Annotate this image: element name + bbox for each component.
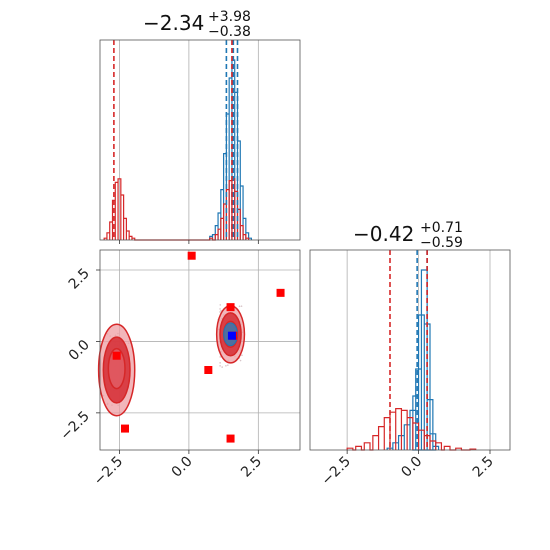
scatter-red-marker <box>226 303 235 312</box>
title-parameter-2: −0.42 +0.71 −0.59 <box>353 220 463 251</box>
contour-inner <box>107 347 126 390</box>
title-1-value: −2.34 <box>143 11 204 35</box>
scatter-red-marker <box>121 424 129 433</box>
histogram-parameter-2: −2.5 0.0 2.5 <box>309 249 511 489</box>
scatter-xtick-label: −2.5 <box>91 454 126 489</box>
scatter-sample-point <box>240 305 243 307</box>
scatter-ytick-label: −2.5 <box>57 408 92 443</box>
histogram-1-frame <box>99 39 301 241</box>
hist1-series-blue <box>209 59 252 240</box>
title-parameter-1: −2.34 +3.98 −0.38 <box>143 9 251 40</box>
scatter-sample-point <box>219 365 221 367</box>
scatter-frame <box>99 249 301 451</box>
scatter-ytick-label: 0.0 <box>66 337 93 364</box>
scatter-sample-point <box>225 364 227 367</box>
scatter-sample-point <box>239 359 242 362</box>
scatter-blue-marker <box>227 331 236 340</box>
scatter-xtick-label: 0.0 <box>169 454 196 481</box>
histogram-2-frame <box>309 249 511 451</box>
scatter-sample-point <box>227 364 229 366</box>
scatter-sample-point <box>219 308 221 310</box>
title-1-lower: −0.38 <box>208 24 251 40</box>
scatter-red-marker <box>187 251 196 260</box>
histogram-parameter-1 <box>99 39 301 244</box>
scatter-sample-point <box>241 354 243 357</box>
title-2-value: −0.42 <box>353 222 414 246</box>
scatter-sample-point <box>219 356 221 358</box>
scatter-red-marker <box>226 434 235 443</box>
scatter-red-marker <box>204 366 213 374</box>
scatter-red-marker <box>276 288 285 297</box>
hist2-series-red <box>346 408 477 451</box>
hist2-tick-label: 2.5 <box>470 454 497 481</box>
scatter-xtick-label: 2.5 <box>238 454 265 481</box>
hist2-tick-label: −2.5 <box>319 454 354 489</box>
scatter-sample-point <box>219 311 221 313</box>
hist2-tick-label: 0.0 <box>398 454 425 481</box>
scatter-sample-point <box>219 362 221 364</box>
title-1-upper: +3.98 <box>208 9 251 25</box>
scatter-sample-point <box>220 309 222 312</box>
scatter-ytick-label: 2.5 <box>66 266 93 293</box>
title-2-upper: +0.71 <box>420 220 463 236</box>
scatter-red-marker <box>112 351 121 360</box>
scatter-sample-point <box>219 304 222 306</box>
scatter-sample-point <box>238 305 241 308</box>
title-2-lower: −0.59 <box>420 235 463 251</box>
scatter-contour-panel: −2.5 0.0 2.5 −2.5 0.0 2.5 <box>57 249 301 489</box>
scatter-sample-point <box>221 366 223 368</box>
